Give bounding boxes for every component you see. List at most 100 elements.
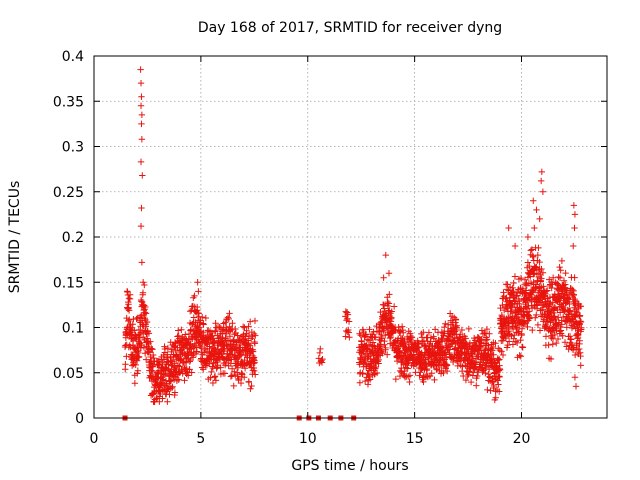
- data-point: [140, 302, 148, 309]
- data-point: [401, 373, 409, 381]
- data-point: [511, 242, 519, 250]
- y-tick-label: 0.05: [53, 366, 84, 382]
- data-point: [571, 224, 578, 232]
- data-point: [528, 246, 536, 253]
- data-point: [577, 303, 585, 310]
- x-tick-label: 5: [196, 431, 205, 447]
- data-point: [496, 366, 504, 374]
- data-point: [506, 313, 514, 321]
- data-point: [425, 329, 433, 336]
- data-point: [388, 308, 395, 315]
- data-point: [544, 287, 551, 294]
- data-point: [188, 369, 195, 376]
- data-point: [345, 318, 353, 325]
- data-point: [571, 351, 579, 359]
- data-point: [142, 310, 150, 317]
- data-point: [373, 369, 381, 377]
- data-point: [499, 351, 507, 359]
- data-point: [237, 379, 245, 387]
- data-point: [342, 333, 349, 340]
- data-point: [551, 304, 558, 311]
- data-point: [248, 382, 255, 390]
- data-point: [123, 288, 131, 295]
- data-point: [491, 359, 498, 366]
- data-point: [140, 344, 148, 351]
- data-point: [452, 316, 460, 324]
- data-point: [164, 344, 172, 352]
- data-point: [570, 291, 578, 298]
- data-point: [125, 298, 132, 306]
- y-tick-label: 0.25: [53, 185, 84, 201]
- data-point: [527, 247, 535, 254]
- data-point: [577, 318, 585, 326]
- data-point: [183, 365, 190, 372]
- data-point: [140, 333, 147, 341]
- data-point: [231, 368, 238, 375]
- data-point: [454, 362, 461, 370]
- data-point: [517, 274, 525, 282]
- data-point: [213, 365, 220, 372]
- data-point: [222, 319, 229, 326]
- data-point: [390, 303, 398, 310]
- data-point: [509, 284, 516, 292]
- data-point: [150, 361, 157, 368]
- x-axis-label: GPS time / hours: [291, 458, 408, 474]
- data-point: [533, 206, 540, 214]
- data-point: [153, 394, 161, 402]
- data-point: [388, 314, 395, 321]
- data-point: [406, 378, 413, 386]
- data-point: [133, 315, 140, 323]
- data-point: [378, 318, 385, 326]
- data-point: [241, 365, 249, 372]
- data-point: [372, 334, 379, 341]
- data-point: [356, 379, 364, 386]
- data-point: [496, 346, 504, 354]
- data-point: [245, 378, 253, 386]
- data-point: [505, 338, 513, 345]
- data-point: [135, 354, 142, 361]
- data-point: [170, 342, 178, 350]
- data-point: [230, 382, 237, 390]
- data-point: [225, 315, 233, 323]
- data-point: [496, 373, 503, 381]
- data-point: [134, 370, 141, 377]
- data-point: [576, 337, 583, 344]
- data-point: [509, 341, 517, 348]
- data-point: [221, 370, 229, 377]
- data-point: [505, 320, 513, 327]
- data-point: [208, 329, 216, 337]
- data-point: [138, 204, 145, 212]
- data-point: [174, 362, 182, 369]
- data-point: [356, 330, 363, 337]
- data-point: [247, 385, 254, 392]
- data-point: [222, 330, 230, 338]
- data-point: [189, 354, 197, 361]
- data-point: [135, 353, 143, 360]
- data-point: [401, 367, 408, 375]
- data-point: [202, 314, 210, 322]
- data-point: [199, 313, 206, 321]
- data-point: [376, 328, 384, 335]
- data-point: [372, 363, 380, 371]
- data-point: [372, 365, 379, 372]
- data-point: [546, 300, 554, 307]
- data-point: [534, 321, 542, 329]
- x-tick-label: 10: [299, 431, 317, 447]
- data-point: [482, 369, 489, 377]
- data-point: [556, 263, 563, 271]
- data-point: [216, 323, 223, 331]
- data-point: [156, 398, 163, 405]
- data-point: [473, 382, 480, 389]
- data-point: [164, 398, 171, 405]
- data-point: [517, 353, 525, 360]
- data-point: [381, 305, 388, 312]
- data-point: [232, 325, 239, 333]
- data-point: [379, 350, 386, 357]
- data-point: [229, 320, 236, 327]
- data-point: [577, 318, 584, 325]
- data-point: [227, 373, 235, 380]
- data-point: [570, 242, 577, 250]
- data-point: [365, 337, 373, 344]
- data-point: [498, 348, 505, 355]
- data-point: [496, 356, 503, 363]
